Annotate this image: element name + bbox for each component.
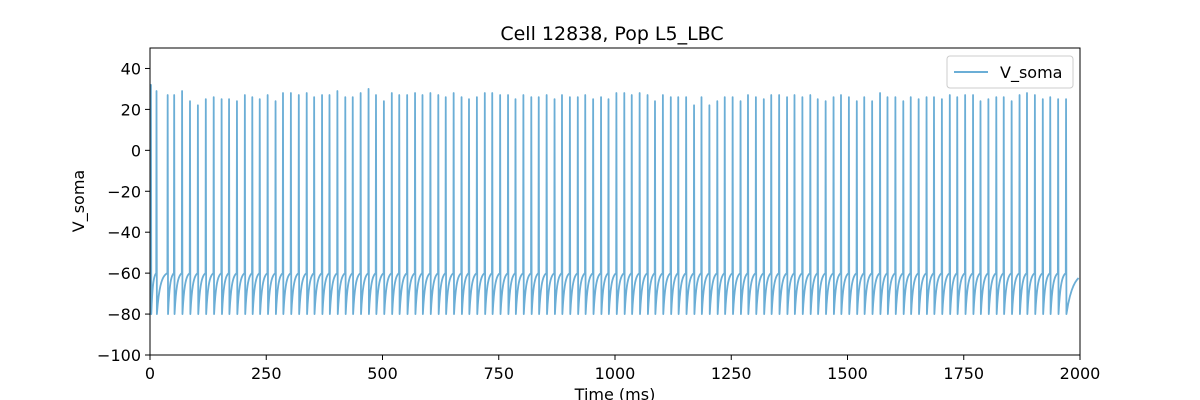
y-tick-label: 40 [121,59,141,78]
x-tick-label: 500 [367,364,398,383]
series-line-0 [149,83,1080,315]
legend-label: V_soma [1000,63,1062,83]
x-tick-label: 1250 [711,364,752,383]
y-tick-label: −80 [107,305,141,324]
x-tick-label: 1000 [595,364,636,383]
x-tick-label: 750 [483,364,514,383]
y-axis-label: V_soma [69,170,89,232]
y-tick-label: −60 [107,264,141,283]
y-tick-label: −40 [107,223,141,242]
y-tick-label: 0 [131,141,141,160]
legend-box [946,55,1074,89]
x-tick-label: 0 [145,364,155,383]
x-tick-label: 2000 [1060,364,1101,383]
x-axis: 0 250 500 750 1000 1250 1500 1750 2000 [145,355,1100,383]
x-tick-label: 1750 [943,364,984,383]
x-tick-label: 1500 [827,364,868,383]
chart-title: Cell 12838, Pop L5_LBC [500,23,723,45]
y-axis: −100 −80 −60 −40 −20 0 20 40 [97,59,150,365]
y-tick-label: −100 [97,346,141,365]
series-layer [149,83,1080,315]
plot-frame [150,48,1080,355]
y-tick-label: 20 [121,100,141,119]
x-axis-label: Time (ms) [574,385,656,400]
y-tick-label: −20 [107,182,141,201]
x-tick-label: 250 [251,364,282,383]
legend: V_soma [946,55,1074,89]
plot-area [149,47,1081,356]
